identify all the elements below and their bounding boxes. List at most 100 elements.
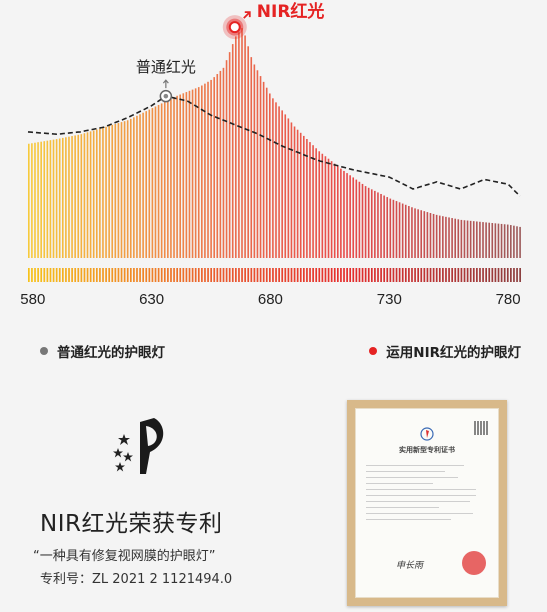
spectrum-bar-125	[414, 208, 416, 258]
spectrum-bar-76	[262, 81, 265, 258]
color-strip-bar-88	[299, 268, 302, 282]
spectrum-bar-147	[482, 222, 484, 258]
legend-nir-label: 运用NIR红光的护眼灯	[386, 345, 521, 361]
official-seal-icon	[462, 551, 486, 575]
spectrum-bar-54	[194, 88, 197, 258]
spectrum-bar-1	[31, 143, 33, 258]
color-strip-bar-12	[65, 268, 67, 282]
color-strip-bar-158	[516, 268, 518, 282]
spectrum-bar-43	[160, 103, 163, 258]
color-strip-bar-51	[185, 268, 188, 282]
spectrum-bar-107	[358, 181, 361, 258]
spectrum-bar-29	[117, 123, 120, 258]
spectrum-bar-97	[327, 158, 330, 258]
spectrum-bar-60	[213, 77, 215, 259]
spectrum-chart: 580 630 680 730 780 普通红光 NIR红光	[20, 1, 521, 308]
spectrum-bar-36	[139, 114, 141, 258]
spectrum-bar-87	[296, 129, 299, 258]
color-strip-bar-55	[197, 268, 200, 282]
x-tick-label-580: 580	[20, 291, 45, 308]
color-strip-bar-60	[213, 268, 216, 282]
annotations: 普通红光 NIR红光	[136, 1, 324, 103]
color-strip-bar-84	[287, 268, 290, 282]
color-strip-bar-3	[37, 268, 39, 282]
color-strip-bar-68	[238, 268, 240, 282]
color-strip-bar-35	[136, 268, 138, 282]
color-strip-bar-20	[89, 268, 92, 282]
color-strip-bar-56	[201, 268, 203, 282]
spectrum-bar-53	[191, 89, 194, 258]
spectrum-bar-3	[37, 142, 39, 258]
spectrum-bar-78	[269, 93, 271, 258]
color-strip-bar-26	[108, 268, 111, 282]
spectrum-bar-52	[188, 90, 191, 258]
color-strip-bar-112	[374, 268, 376, 282]
annotation-normal-label: 普通红光	[136, 58, 196, 76]
color-strip-bar-108	[361, 268, 364, 282]
spectrum-bar-116	[386, 197, 389, 258]
spectrum-bar-9	[55, 139, 58, 258]
color-strip-bar-119	[395, 268, 398, 282]
color-strip-bar-139	[457, 268, 460, 282]
spectrum-bar-139	[457, 219, 460, 258]
spectrum-bar-91	[309, 142, 311, 258]
color-strip-bar-129	[426, 268, 429, 282]
color-strip-bar-115	[383, 268, 386, 282]
legend-nir-light: 运用NIR红光的护眼灯	[369, 341, 521, 361]
spectrum-bar-65	[228, 52, 231, 258]
color-strip-bar-130	[429, 268, 432, 282]
color-strip-bar-110	[367, 268, 370, 282]
color-strip-bar-127	[420, 268, 423, 282]
color-strip-bar-64	[225, 268, 228, 282]
spectrum-bar-57	[204, 83, 206, 258]
color-strip-bar-45	[167, 268, 169, 282]
patent-number: 专利号：ZL 2021 2 1121494.0	[40, 572, 233, 587]
spectrum-bar-111	[370, 189, 373, 258]
color-strip-bar-22	[95, 268, 98, 282]
color-strip-bar-99	[333, 268, 336, 282]
spectrum-bar-84	[287, 118, 290, 258]
spectrum-bar-48	[176, 95, 178, 258]
x-tick-label-630: 630	[139, 291, 164, 308]
x-tick-label-730: 730	[377, 291, 402, 308]
spectrum-bar-153	[500, 223, 503, 258]
spectrum-bar-33	[129, 118, 132, 258]
spectrum-bar-30	[120, 122, 123, 258]
spectrum-bar-93	[315, 148, 317, 258]
spectrum-bar-149	[488, 222, 490, 258]
color-strip-bar-100	[336, 268, 339, 282]
spectrum-bar-142	[466, 220, 469, 258]
color-strip-bar-141	[463, 268, 466, 282]
color-strip-bar-71	[247, 268, 250, 282]
color-strip-bar-140	[460, 268, 463, 282]
color-strip-bar-63	[222, 268, 225, 282]
certificate-frame: 实用新型专利证书 申长雨	[347, 400, 507, 606]
spectrum-bar-115	[383, 195, 385, 258]
spectrum-bar-144	[472, 221, 475, 258]
color-strip-bar-122	[404, 268, 407, 282]
spectrum-bar-11	[61, 137, 64, 258]
color-strip-bar-42	[157, 268, 160, 282]
spectrum-bar-67	[235, 36, 237, 259]
color-strip-bar-87	[296, 268, 299, 282]
spectrum-bar-10	[58, 138, 61, 258]
spectrum-bar-90	[306, 139, 308, 258]
spectrum-bar-26	[108, 125, 110, 258]
normal-peak-marker-dot	[163, 93, 169, 99]
color-strip-bar-143	[469, 268, 472, 282]
color-strip-bar-59	[210, 268, 212, 282]
normal-peak-arrow-icon	[162, 79, 169, 89]
spectrum-bar-17	[80, 134, 83, 258]
color-strip-bar-58	[207, 268, 209, 282]
spectrum-bar-61	[216, 74, 219, 258]
legend-normal-label: 普通红光的护眼灯	[57, 345, 165, 361]
patent-office-emblem-icon	[113, 418, 164, 474]
color-strip-bar-89	[303, 268, 305, 282]
color-strip-bar-9	[55, 268, 58, 282]
spectrum-bar-42	[157, 104, 160, 258]
spectrum-bar-80	[275, 102, 277, 258]
color-strip-bar-65	[228, 268, 231, 282]
spectrum-bar-31	[123, 121, 126, 258]
normal-red-light-curve	[27, 95, 521, 197]
spectrum-bar-23	[99, 128, 101, 258]
